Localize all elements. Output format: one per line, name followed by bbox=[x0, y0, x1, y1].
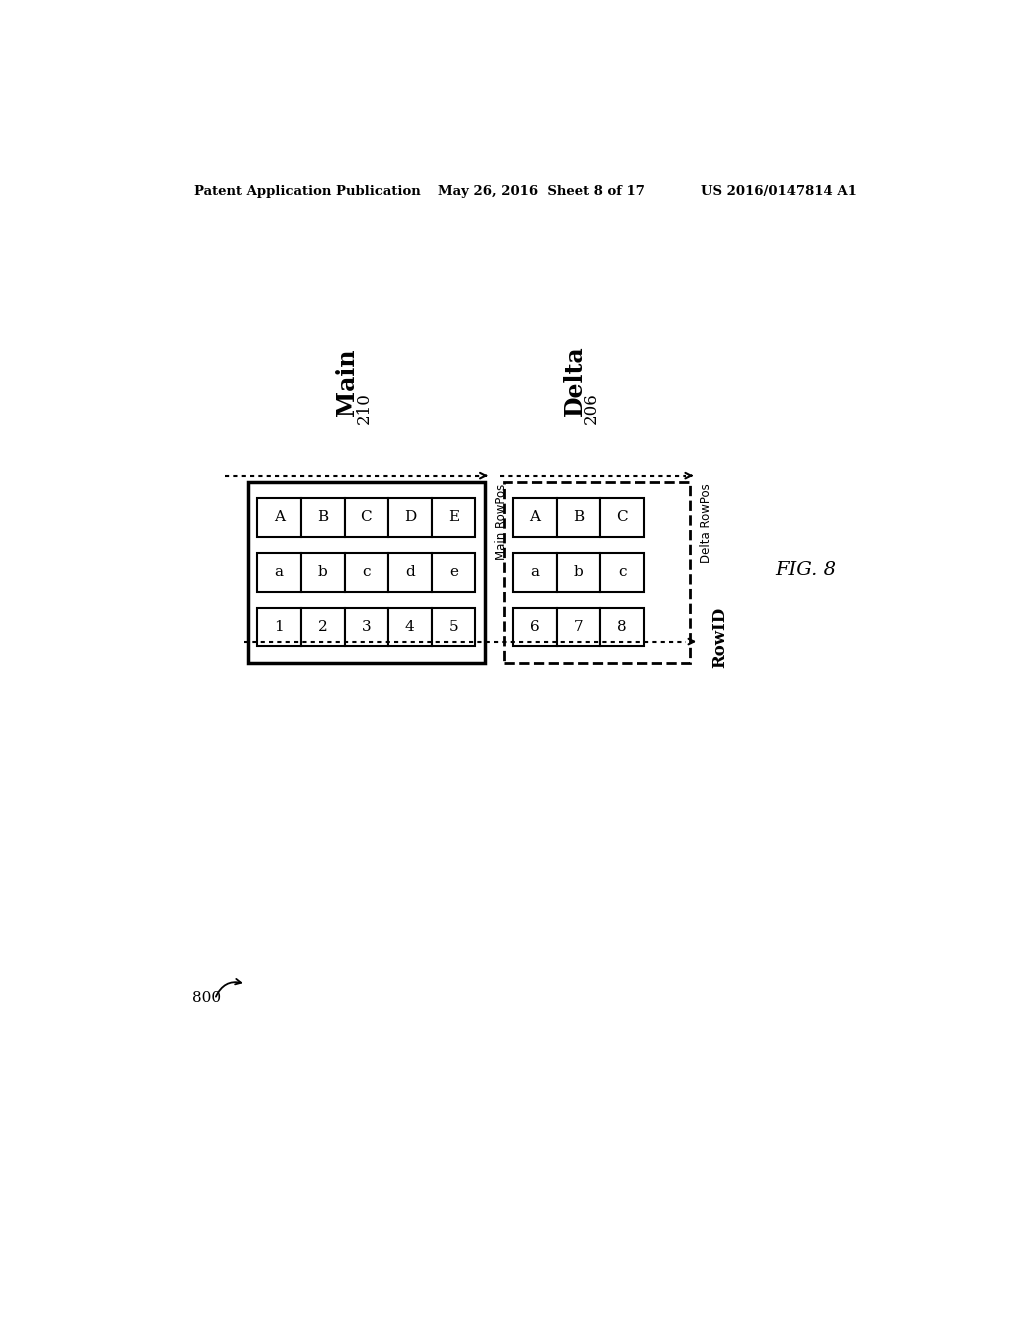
Bar bbox=[432, 609, 475, 647]
Text: RowID: RowID bbox=[712, 607, 728, 668]
Bar bbox=[344, 609, 388, 647]
Bar bbox=[388, 553, 432, 591]
Text: 4: 4 bbox=[406, 620, 415, 634]
Text: Patent Application Publication: Patent Application Publication bbox=[194, 185, 421, 198]
Text: C: C bbox=[616, 511, 628, 524]
Text: Main RowPos: Main RowPos bbox=[495, 483, 508, 560]
Bar bbox=[388, 609, 432, 647]
Text: E: E bbox=[447, 511, 459, 524]
Text: 7: 7 bbox=[573, 620, 584, 634]
Bar bbox=[344, 553, 388, 591]
Bar bbox=[557, 553, 600, 591]
Bar bbox=[301, 498, 344, 537]
Text: 1: 1 bbox=[274, 620, 284, 634]
Bar bbox=[388, 498, 432, 537]
Bar bbox=[513, 553, 557, 591]
Bar bbox=[257, 609, 301, 647]
Text: 206: 206 bbox=[583, 392, 600, 424]
Text: d: d bbox=[406, 565, 415, 579]
Text: 5: 5 bbox=[449, 620, 458, 634]
Text: May 26, 2016  Sheet 8 of 17: May 26, 2016 Sheet 8 of 17 bbox=[438, 185, 645, 198]
Text: 6: 6 bbox=[530, 620, 540, 634]
Text: C: C bbox=[360, 511, 372, 524]
Text: a: a bbox=[530, 565, 540, 579]
Bar bbox=[432, 498, 475, 537]
Text: B: B bbox=[573, 511, 584, 524]
Text: c: c bbox=[617, 565, 627, 579]
Text: Delta: Delta bbox=[562, 346, 587, 416]
Bar bbox=[301, 553, 344, 591]
Text: Delta RowPos: Delta RowPos bbox=[700, 483, 714, 564]
Text: b: b bbox=[317, 565, 328, 579]
Text: A: A bbox=[273, 511, 285, 524]
Bar bbox=[257, 553, 301, 591]
Text: FIG. 8: FIG. 8 bbox=[775, 561, 837, 579]
Text: D: D bbox=[403, 511, 416, 524]
Text: c: c bbox=[362, 565, 371, 579]
Text: b: b bbox=[573, 565, 584, 579]
Text: 3: 3 bbox=[361, 620, 371, 634]
Text: A: A bbox=[529, 511, 541, 524]
Text: 210: 210 bbox=[356, 392, 373, 424]
Text: 2: 2 bbox=[317, 620, 328, 634]
Text: US 2016/0147814 A1: US 2016/0147814 A1 bbox=[700, 185, 856, 198]
Bar bbox=[344, 498, 388, 537]
Bar bbox=[301, 609, 344, 647]
Text: 800: 800 bbox=[191, 991, 221, 1005]
Text: 8: 8 bbox=[617, 620, 627, 634]
Bar bbox=[600, 498, 644, 537]
Text: a: a bbox=[274, 565, 284, 579]
Bar bbox=[432, 553, 475, 591]
Text: Main: Main bbox=[336, 348, 359, 416]
Bar bbox=[513, 609, 557, 647]
Bar bbox=[504, 482, 690, 663]
Bar bbox=[557, 609, 600, 647]
Bar bbox=[248, 482, 484, 663]
Bar bbox=[600, 553, 644, 591]
Bar bbox=[600, 609, 644, 647]
Bar bbox=[257, 498, 301, 537]
Bar bbox=[557, 498, 600, 537]
Bar bbox=[513, 498, 557, 537]
Text: B: B bbox=[317, 511, 329, 524]
Text: e: e bbox=[449, 565, 458, 579]
